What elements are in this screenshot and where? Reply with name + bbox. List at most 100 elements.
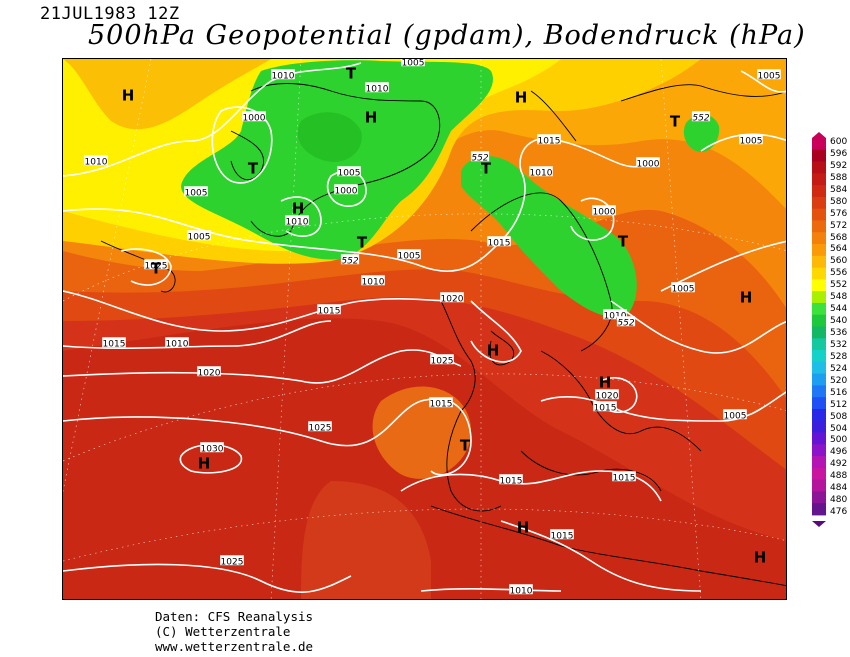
- legend-level-label: 572: [830, 220, 848, 231]
- isobar-label-bg: [440, 292, 464, 303]
- isobar-label-bg: [430, 354, 454, 365]
- low-pressure-center: T: [618, 233, 629, 251]
- legend-swatch: [812, 302, 826, 316]
- legend-swatch: [812, 149, 826, 162]
- geopotential-label: 552: [471, 154, 488, 164]
- isobar-label: 1015: [594, 404, 617, 414]
- legend-swatch: [812, 185, 826, 198]
- isobar-label: 1015: [318, 307, 341, 317]
- isobar-label-bg: [84, 155, 108, 166]
- legend-swatch: [812, 432, 826, 445]
- isobar-label-bg: [612, 471, 636, 482]
- legend-level-label: 592: [830, 160, 848, 171]
- legend-swatch: [812, 467, 826, 481]
- legend-swatch: [812, 350, 826, 363]
- low-pressure-center: T: [481, 160, 492, 178]
- legend-swatch: [812, 267, 826, 280]
- isobar-label-bg: [271, 69, 295, 80]
- legend-level-label: 480: [830, 495, 848, 506]
- isobar-label-bg: [723, 409, 747, 420]
- legend-level-label: 544: [830, 304, 848, 315]
- high-pressure-center: H: [740, 289, 753, 307]
- isobar-label-bg: [509, 584, 533, 595]
- legend-level-label: 504: [830, 423, 848, 434]
- high-pressure-center: H: [517, 519, 530, 537]
- legend-level-label: 524: [830, 363, 848, 374]
- isobar-label: 1005: [758, 72, 781, 82]
- isobar-label: 1025: [221, 558, 244, 568]
- high-pressure-center: H: [198, 455, 211, 473]
- isobar-label-bg: [200, 442, 224, 453]
- legend-swatch: [812, 408, 826, 422]
- low-pressure-center: T: [346, 65, 357, 83]
- isobar-label-bg: [550, 529, 574, 540]
- legend-swatch: [812, 291, 826, 304]
- geopotential-label-bg: [616, 316, 636, 327]
- legend-level-label: 476: [830, 507, 848, 518]
- legend-level-label: 584: [830, 184, 848, 195]
- isobar-label-bg: [334, 184, 358, 195]
- high-pressure-center: H: [365, 109, 378, 127]
- isobar-label-bg: [429, 397, 453, 408]
- legend-swatch: [812, 220, 826, 233]
- isobar-label: 1020: [596, 392, 619, 402]
- isobar-label-bg: [537, 134, 561, 145]
- low-pressure-center: T: [670, 113, 681, 131]
- legend-level-label: 576: [830, 208, 848, 219]
- isobar-label: 1010: [510, 587, 533, 597]
- isobar-label-bg: [144, 259, 168, 270]
- low-pressure-center: T: [460, 437, 471, 455]
- scale-bottom-arrow: [812, 521, 826, 527]
- legend-level-label: 508: [830, 411, 848, 422]
- isobar-label-bg: [757, 69, 781, 80]
- isobar-label-bg: [595, 389, 619, 400]
- isobar-label-bg: [165, 337, 189, 348]
- legend-swatch: [812, 361, 826, 375]
- isobar-label: 1015: [430, 400, 453, 410]
- isobar-label: 1030: [201, 445, 224, 455]
- legend-level-label: 528: [830, 351, 848, 362]
- isobar-label: 1000: [637, 160, 660, 170]
- isobar-label-bg: [242, 111, 266, 122]
- legend-level-label: 560: [830, 256, 848, 267]
- isobar-label-bg: [365, 82, 389, 93]
- geopotential-label-bg: [691, 111, 711, 122]
- isobar-label: 1005: [402, 59, 425, 69]
- isobar-label-bg: [499, 474, 523, 485]
- legend-swatch: [812, 232, 826, 245]
- isobar-label: 1015: [538, 137, 561, 147]
- timestamp: 21JUL1983 12Z: [40, 4, 180, 24]
- legend-swatch: [812, 397, 826, 410]
- isobar-label-bg: [529, 166, 553, 177]
- legend-level-label: 516: [830, 387, 848, 398]
- isobar-label-bg: [197, 366, 221, 377]
- legend-level-label: 520: [830, 375, 848, 386]
- weather-map[interactable]: 1010 1010 1005 1000 1010 1005 1005 1000 1010 1005…: [62, 58, 787, 600]
- legend-swatch: [812, 314, 826, 327]
- legend-level-label: 564: [830, 244, 848, 255]
- geopotential-label-bg: [470, 151, 490, 162]
- legend-level-label: 588: [830, 172, 848, 183]
- legend-swatch: [812, 503, 826, 516]
- isobar-label: 1010: [166, 340, 189, 350]
- legend-swatch: [812, 420, 826, 433]
- isobar-label: 1010: [362, 278, 385, 288]
- isobar-label-bg: [317, 304, 341, 315]
- legend-level-label: 496: [830, 447, 848, 458]
- legend-level-label: 532: [830, 339, 848, 350]
- high-pressure-center: H: [599, 374, 612, 392]
- legend-level-label: 484: [830, 483, 848, 494]
- isobar-label: 1010: [286, 218, 309, 228]
- isobar-label-bg: [285, 215, 309, 226]
- legend-swatch: [812, 326, 826, 339]
- isobar-label-bg: [337, 166, 361, 177]
- legend-level-label: 548: [830, 292, 848, 303]
- isobar-label: 1015: [488, 239, 511, 249]
- data-source: Daten: CFS Reanalysis: [155, 609, 314, 624]
- isobar-label: 1005: [398, 252, 421, 262]
- high-pressure-center: H: [515, 89, 528, 107]
- isobar-label-bg: [102, 337, 126, 348]
- legend-swatch: [812, 491, 826, 504]
- low-geopotential-area: [181, 60, 720, 317]
- isobar-label: 1010: [366, 85, 389, 95]
